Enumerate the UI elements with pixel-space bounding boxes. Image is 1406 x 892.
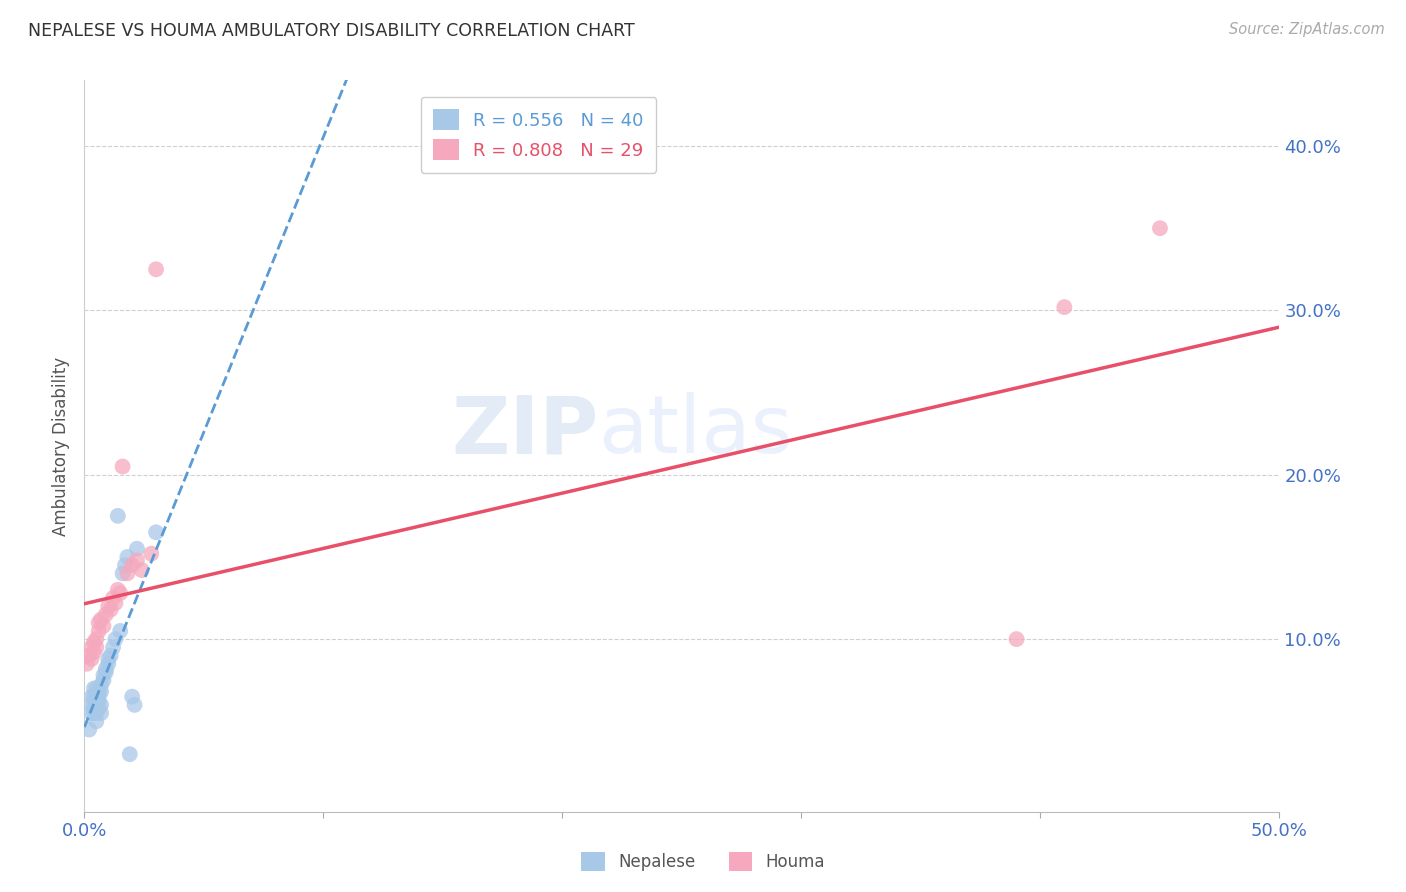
Point [83, 681, 105, 696]
Point [97, 652, 120, 666]
Point [94, 662, 117, 676]
Point [125, 541, 148, 556]
Point [87, 624, 110, 638]
Point [86, 714, 108, 729]
Text: ZIP: ZIP [451, 392, 599, 470]
Point [77, 648, 100, 663]
Point [110, 624, 132, 638]
Text: Source: ZipAtlas.com: Source: ZipAtlas.com [1229, 22, 1385, 37]
Point [104, 632, 127, 647]
Point [83, 645, 105, 659]
Point [117, 549, 139, 564]
Point [83, 635, 105, 649]
Legend: R = 0.556   N = 40, R = 0.808   N = 29: R = 0.556 N = 40, R = 0.808 N = 29 [420, 96, 657, 173]
Point [97, 657, 120, 671]
Point [1005, 632, 1028, 647]
Point [145, 525, 167, 540]
Point [80, 640, 103, 655]
Point [145, 262, 167, 277]
Point [141, 547, 163, 561]
Point [80, 698, 103, 712]
Y-axis label: Ambulatory Disability: Ambulatory Disability [52, 357, 70, 535]
Point [100, 648, 122, 663]
Point [93, 668, 115, 682]
Point [111, 566, 134, 581]
Point [90, 612, 112, 626]
Point [117, 566, 139, 581]
Point [80, 690, 103, 704]
Point [104, 596, 127, 610]
Point [86, 706, 108, 720]
Point [87, 690, 110, 704]
Point [124, 698, 146, 712]
Point [90, 706, 112, 720]
Point [80, 706, 103, 720]
Point [118, 747, 141, 762]
Point [93, 673, 115, 688]
Text: atlas: atlas [599, 392, 793, 470]
Point [76, 657, 98, 671]
Point [1053, 300, 1076, 314]
Point [86, 690, 108, 704]
Point [93, 619, 115, 633]
Point [87, 695, 110, 709]
Point [107, 582, 129, 597]
Point [86, 681, 108, 696]
Point [83, 690, 105, 704]
Point [121, 690, 143, 704]
Point [80, 652, 103, 666]
Point [86, 632, 108, 647]
Point [83, 698, 105, 712]
Point [131, 563, 153, 577]
Point [90, 698, 112, 712]
Text: NEPALESE VS HOUMA AMBULATORY DISABILITY CORRELATION CHART: NEPALESE VS HOUMA AMBULATORY DISABILITY … [28, 22, 636, 40]
Point [97, 599, 120, 614]
Point [90, 684, 112, 698]
Point [87, 615, 110, 630]
Point [86, 640, 108, 655]
Legend: Nepalese, Houma: Nepalese, Houma [574, 843, 832, 880]
Point [90, 678, 112, 692]
Point [100, 602, 122, 616]
Point [110, 586, 132, 600]
Point [87, 701, 110, 715]
Point [101, 640, 124, 655]
Point [94, 665, 117, 679]
Point [77, 723, 100, 737]
Point [114, 558, 136, 573]
Point [1149, 221, 1171, 235]
Point [125, 553, 148, 567]
Point [107, 508, 129, 523]
Point [86, 698, 108, 712]
Point [94, 607, 117, 622]
Point [111, 459, 134, 474]
Point [101, 591, 124, 605]
Point [83, 706, 105, 720]
Point [121, 558, 143, 573]
Point [87, 684, 110, 698]
